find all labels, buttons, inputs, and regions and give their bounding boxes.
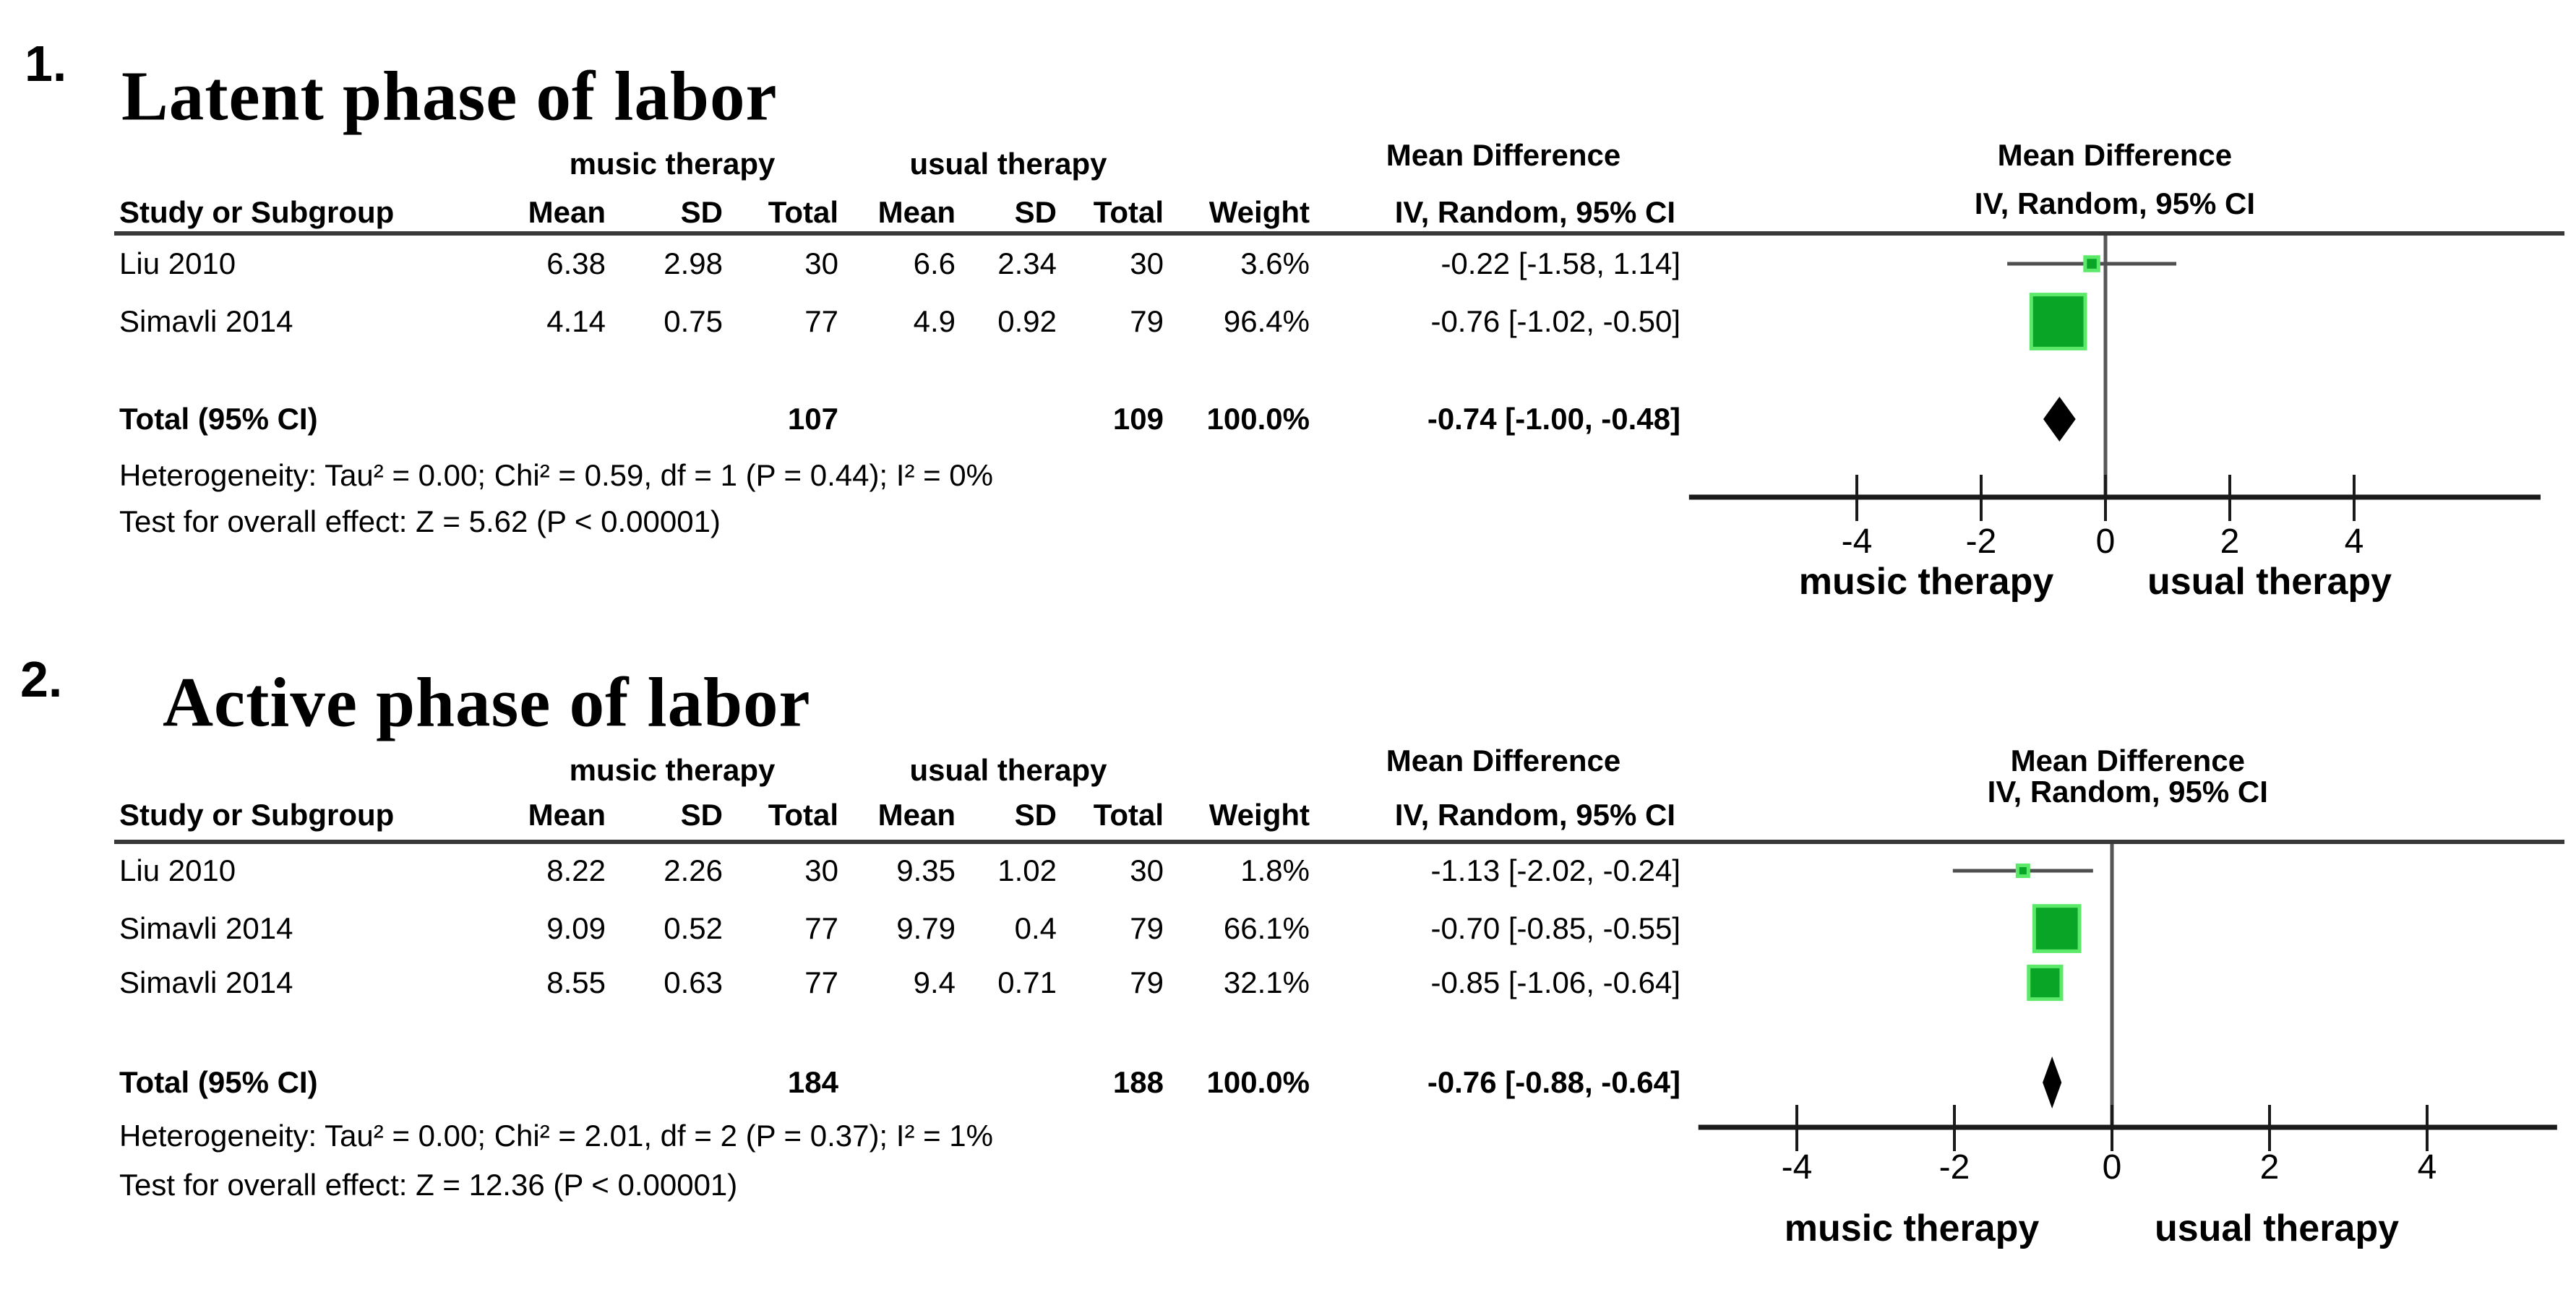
effect-square bbox=[2035, 908, 2078, 950]
effect-square bbox=[2087, 259, 2097, 269]
effect-square bbox=[2019, 867, 2027, 874]
effect-square bbox=[2032, 296, 2084, 347]
total-diamond bbox=[2043, 397, 2076, 442]
effect-square bbox=[2030, 968, 2060, 998]
total-diamond bbox=[2043, 1056, 2062, 1109]
